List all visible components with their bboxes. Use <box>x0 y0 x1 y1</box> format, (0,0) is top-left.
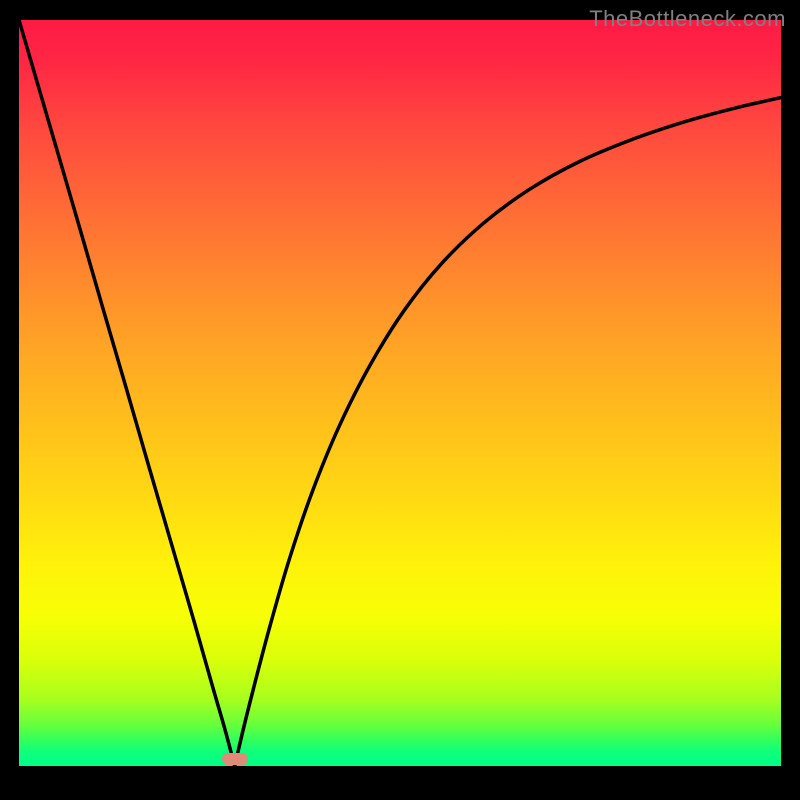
watermark-text: TheBottleneck.com <box>589 6 786 32</box>
vertex-marker <box>222 753 248 765</box>
bottleneck-curve <box>19 20 781 766</box>
plot-area <box>19 20 781 766</box>
